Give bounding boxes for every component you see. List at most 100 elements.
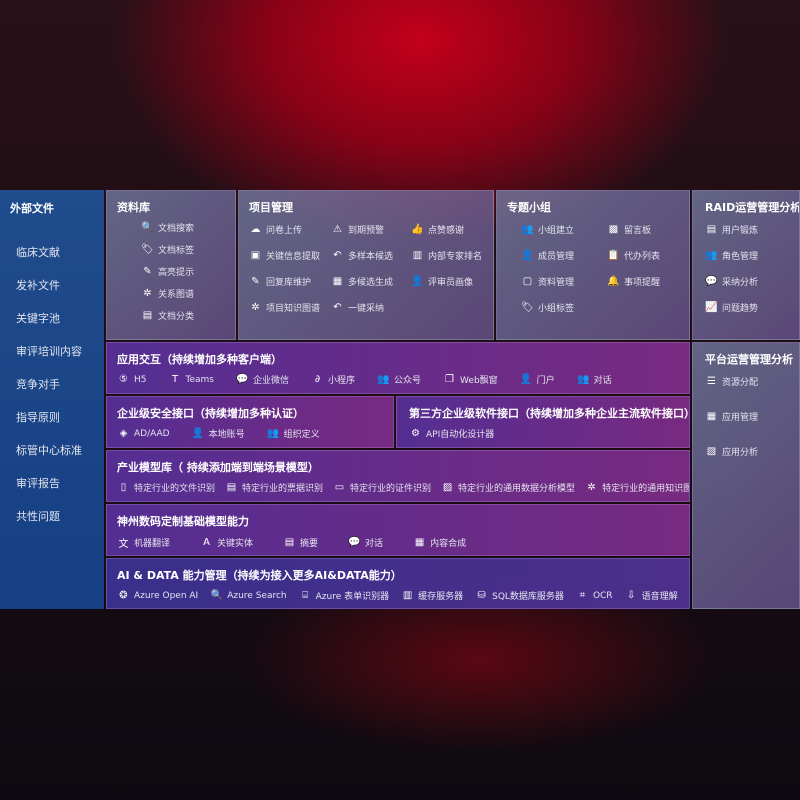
bell-icon: 🔔 <box>607 276 620 287</box>
feature-item[interactable]: ✎ 高亮提示 <box>141 265 225 278</box>
feature-label: 资料管理 <box>538 278 575 288</box>
reply-icon: ↶ <box>333 302 342 313</box>
feature-item[interactable]: ▧ 应用分析 <box>705 445 789 458</box>
feature-item[interactable]: ▯ 特定行业的文件识别 <box>117 481 215 494</box>
feature-label: 一键采纳 <box>348 304 385 314</box>
feature-item[interactable]: 📈 问题趋势 <box>705 301 789 314</box>
feature-item[interactable]: ✲ 项目知识图谱 <box>249 301 331 314</box>
feature-item[interactable]: ▦ 应用管理 <box>705 410 789 423</box>
feature-item[interactable]: ⌸ Azure 表单识别器 <box>299 589 389 602</box>
form-recognizer-icon: ⌸ <box>302 590 309 601</box>
external-file-item[interactable]: 竞争对手 <box>16 378 60 391</box>
feature-item[interactable]: ⚙ API自动化设计器 <box>409 427 494 440</box>
feature-label: OCR <box>592 590 613 601</box>
feature-item[interactable]: ✲ 关系图谱 <box>141 287 225 300</box>
feature-item[interactable]: ▣ 关键信息提取 <box>249 249 331 262</box>
feature-item[interactable]: ☁ 问卷上传 <box>249 223 331 236</box>
feature-label: 问卷上传 <box>266 226 303 236</box>
feature-label: 到期预警 <box>348 226 385 236</box>
feature-label: 门户 <box>536 376 555 386</box>
window-icon: ▣ <box>250 250 261 261</box>
panel-title: 产业模型库（ 持续添加端到端场景模型） <box>117 461 319 474</box>
feature-item[interactable]: ▦ 内容合成 <box>413 535 466 550</box>
feature-item[interactable]: 文机器翻译 <box>117 535 171 550</box>
feature-label: 成员管理 <box>538 252 575 262</box>
feature-label: 文档搜索 <box>158 224 195 234</box>
id-card-icon: ▭ <box>334 482 345 493</box>
external-file-item[interactable]: 关键字池 <box>16 312 60 325</box>
feature-item[interactable]: 👤 评审员画像 <box>411 275 491 288</box>
feature-item[interactable]: 📋 代办列表 <box>607 249 687 262</box>
feature-item[interactable]: ▤ 特定行业的票据识别 <box>225 481 323 494</box>
feature-label: SQL数据库服务器 <box>492 592 564 602</box>
trend-icon: 📈 <box>705 302 718 313</box>
feature-item[interactable]: ▤ 用户锻炼 <box>705 223 789 236</box>
feature-item[interactable]: ▢ 资料管理 <box>521 275 607 288</box>
security-interface-panel: 企业级安全接口（持续增加多种认证） ◈ AD/AAD 👤 本地账号 👥 组织定义 <box>106 396 394 448</box>
feature-item[interactable]: ▥ 缓存服务器 <box>401 589 463 602</box>
chart-icon: ▨ <box>442 482 453 493</box>
feature-item[interactable]: A 关键实体 <box>200 535 253 550</box>
feature-label: API自动化设计器 <box>426 430 495 440</box>
feature-item[interactable]: 🔔 事项提醒 <box>607 275 687 288</box>
feature-item[interactable]: ❐ Web飘窗 <box>443 373 498 386</box>
feature-label: 代办列表 <box>624 252 661 262</box>
feature-item[interactable]: ▨ 特定行业的通用数据分析模型 <box>441 481 575 494</box>
external-file-item[interactable]: 共性问题 <box>16 510 60 523</box>
feature-item[interactable]: 👍 点赞感谢 <box>411 223 491 236</box>
feature-item[interactable]: 👥 角色管理 <box>705 249 789 262</box>
feature-item[interactable]: ▭ 特定行业的证件识别 <box>333 481 431 494</box>
feature-item[interactable]: ☰ 资源分配 <box>705 375 789 388</box>
feature-item[interactable]: 👥 公众号 <box>377 373 421 386</box>
feature-item[interactable]: 💬 企业微信 <box>236 373 289 386</box>
feature-item[interactable]: 💬 对话 <box>348 535 383 550</box>
panel-title: RAID运营管理分析 <box>705 201 800 214</box>
external-file-item[interactable]: 标管中心标准 <box>16 444 82 457</box>
feature-label: H5 <box>134 374 147 385</box>
feature-item[interactable]: ◈ AD/AAD <box>117 427 170 440</box>
feature-item[interactable]: ✲ 特定行业的通用知识图谱模型 <box>585 481 689 494</box>
external-file-item[interactable]: 发补文件 <box>16 279 60 292</box>
feature-item[interactable]: T Teams <box>169 373 214 386</box>
feature-item[interactable]: 🏷 小组标签 <box>521 301 607 314</box>
panel-title: 神州数码定制基础模型能力 <box>117 515 249 528</box>
external-file-item[interactable]: 临床文献 <box>16 246 60 259</box>
feature-item[interactable]: ⛁ SQL数据库服务器 <box>475 589 564 602</box>
feature-item[interactable]: ▥ 内部专家排名 <box>411 249 491 262</box>
feature-item[interactable]: ↶ 多样本候选 <box>331 249 411 262</box>
feature-item[interactable]: ▦ 多候选生成 <box>331 275 411 288</box>
feature-item[interactable]: 💬 采纳分析 <box>705 275 789 288</box>
external-files-panel: 外部文件 临床文献 发补文件 关键字池 审评培训内容 竞争对手 指导原则 标管中心标准 审评报… <box>0 190 104 609</box>
feature-item[interactable]: 👤 成员管理 <box>521 249 607 262</box>
feature-label: 关键实体 <box>217 539 254 549</box>
feature-item[interactable]: ⇩ 语音理解 <box>625 589 678 602</box>
external-file-item[interactable]: 审评报告 <box>16 477 60 490</box>
feature-item[interactable]: ⌗ OCR <box>576 589 613 602</box>
external-file-item[interactable]: 指导原则 <box>16 411 60 424</box>
feature-item[interactable]: ▩ 留言板 <box>607 223 687 236</box>
feature-item[interactable]: ∂ 小程序 <box>311 373 355 386</box>
feature-item[interactable]: 👥 小组建立 <box>521 223 607 236</box>
feature-item[interactable]: 👥 对话 <box>577 373 612 386</box>
official-account-icon: 👥 <box>377 374 390 385</box>
feature-item[interactable]: ✎ 回复库维护 <box>249 275 331 288</box>
external-file-item[interactable]: 审评培训内容 <box>16 345 82 358</box>
feature-item[interactable]: ↶ 一键采纳 <box>331 301 411 314</box>
ai-data-panel: AI & DATA 能力管理（持续为接入更多AI&DATA能力） ❂ Azure O… <box>106 558 690 609</box>
feature-label: 小组标签 <box>538 304 575 314</box>
feature-item[interactable]: ❂ Azure Open AI <box>117 589 198 602</box>
feature-label: 文档标签 <box>158 246 195 256</box>
feature-item[interactable]: ⚠ 到期预警 <box>331 223 411 236</box>
feature-item[interactable]: 🔍 Azure Search <box>210 589 286 602</box>
feature-item[interactable]: ⑤ H5 <box>117 373 147 386</box>
feature-item[interactable]: 👥 组织定义 <box>267 427 320 440</box>
panel-title: 企业级安全接口（持续增加多种认证） <box>117 407 304 420</box>
feature-item[interactable]: 👤 门户 <box>520 373 555 386</box>
feature-item[interactable]: 👤 本地账号 <box>192 427 245 440</box>
feature-item[interactable]: 🏷 文档标签 <box>141 243 225 256</box>
feature-label: 小程序 <box>328 376 356 386</box>
feature-label: 多候选生成 <box>348 278 394 288</box>
feature-item[interactable]: ▤ 文档分类 <box>141 309 225 322</box>
feature-item[interactable]: 🔍 文档搜索 <box>141 221 225 234</box>
feature-item[interactable]: ▤ 摘要 <box>283 535 318 550</box>
